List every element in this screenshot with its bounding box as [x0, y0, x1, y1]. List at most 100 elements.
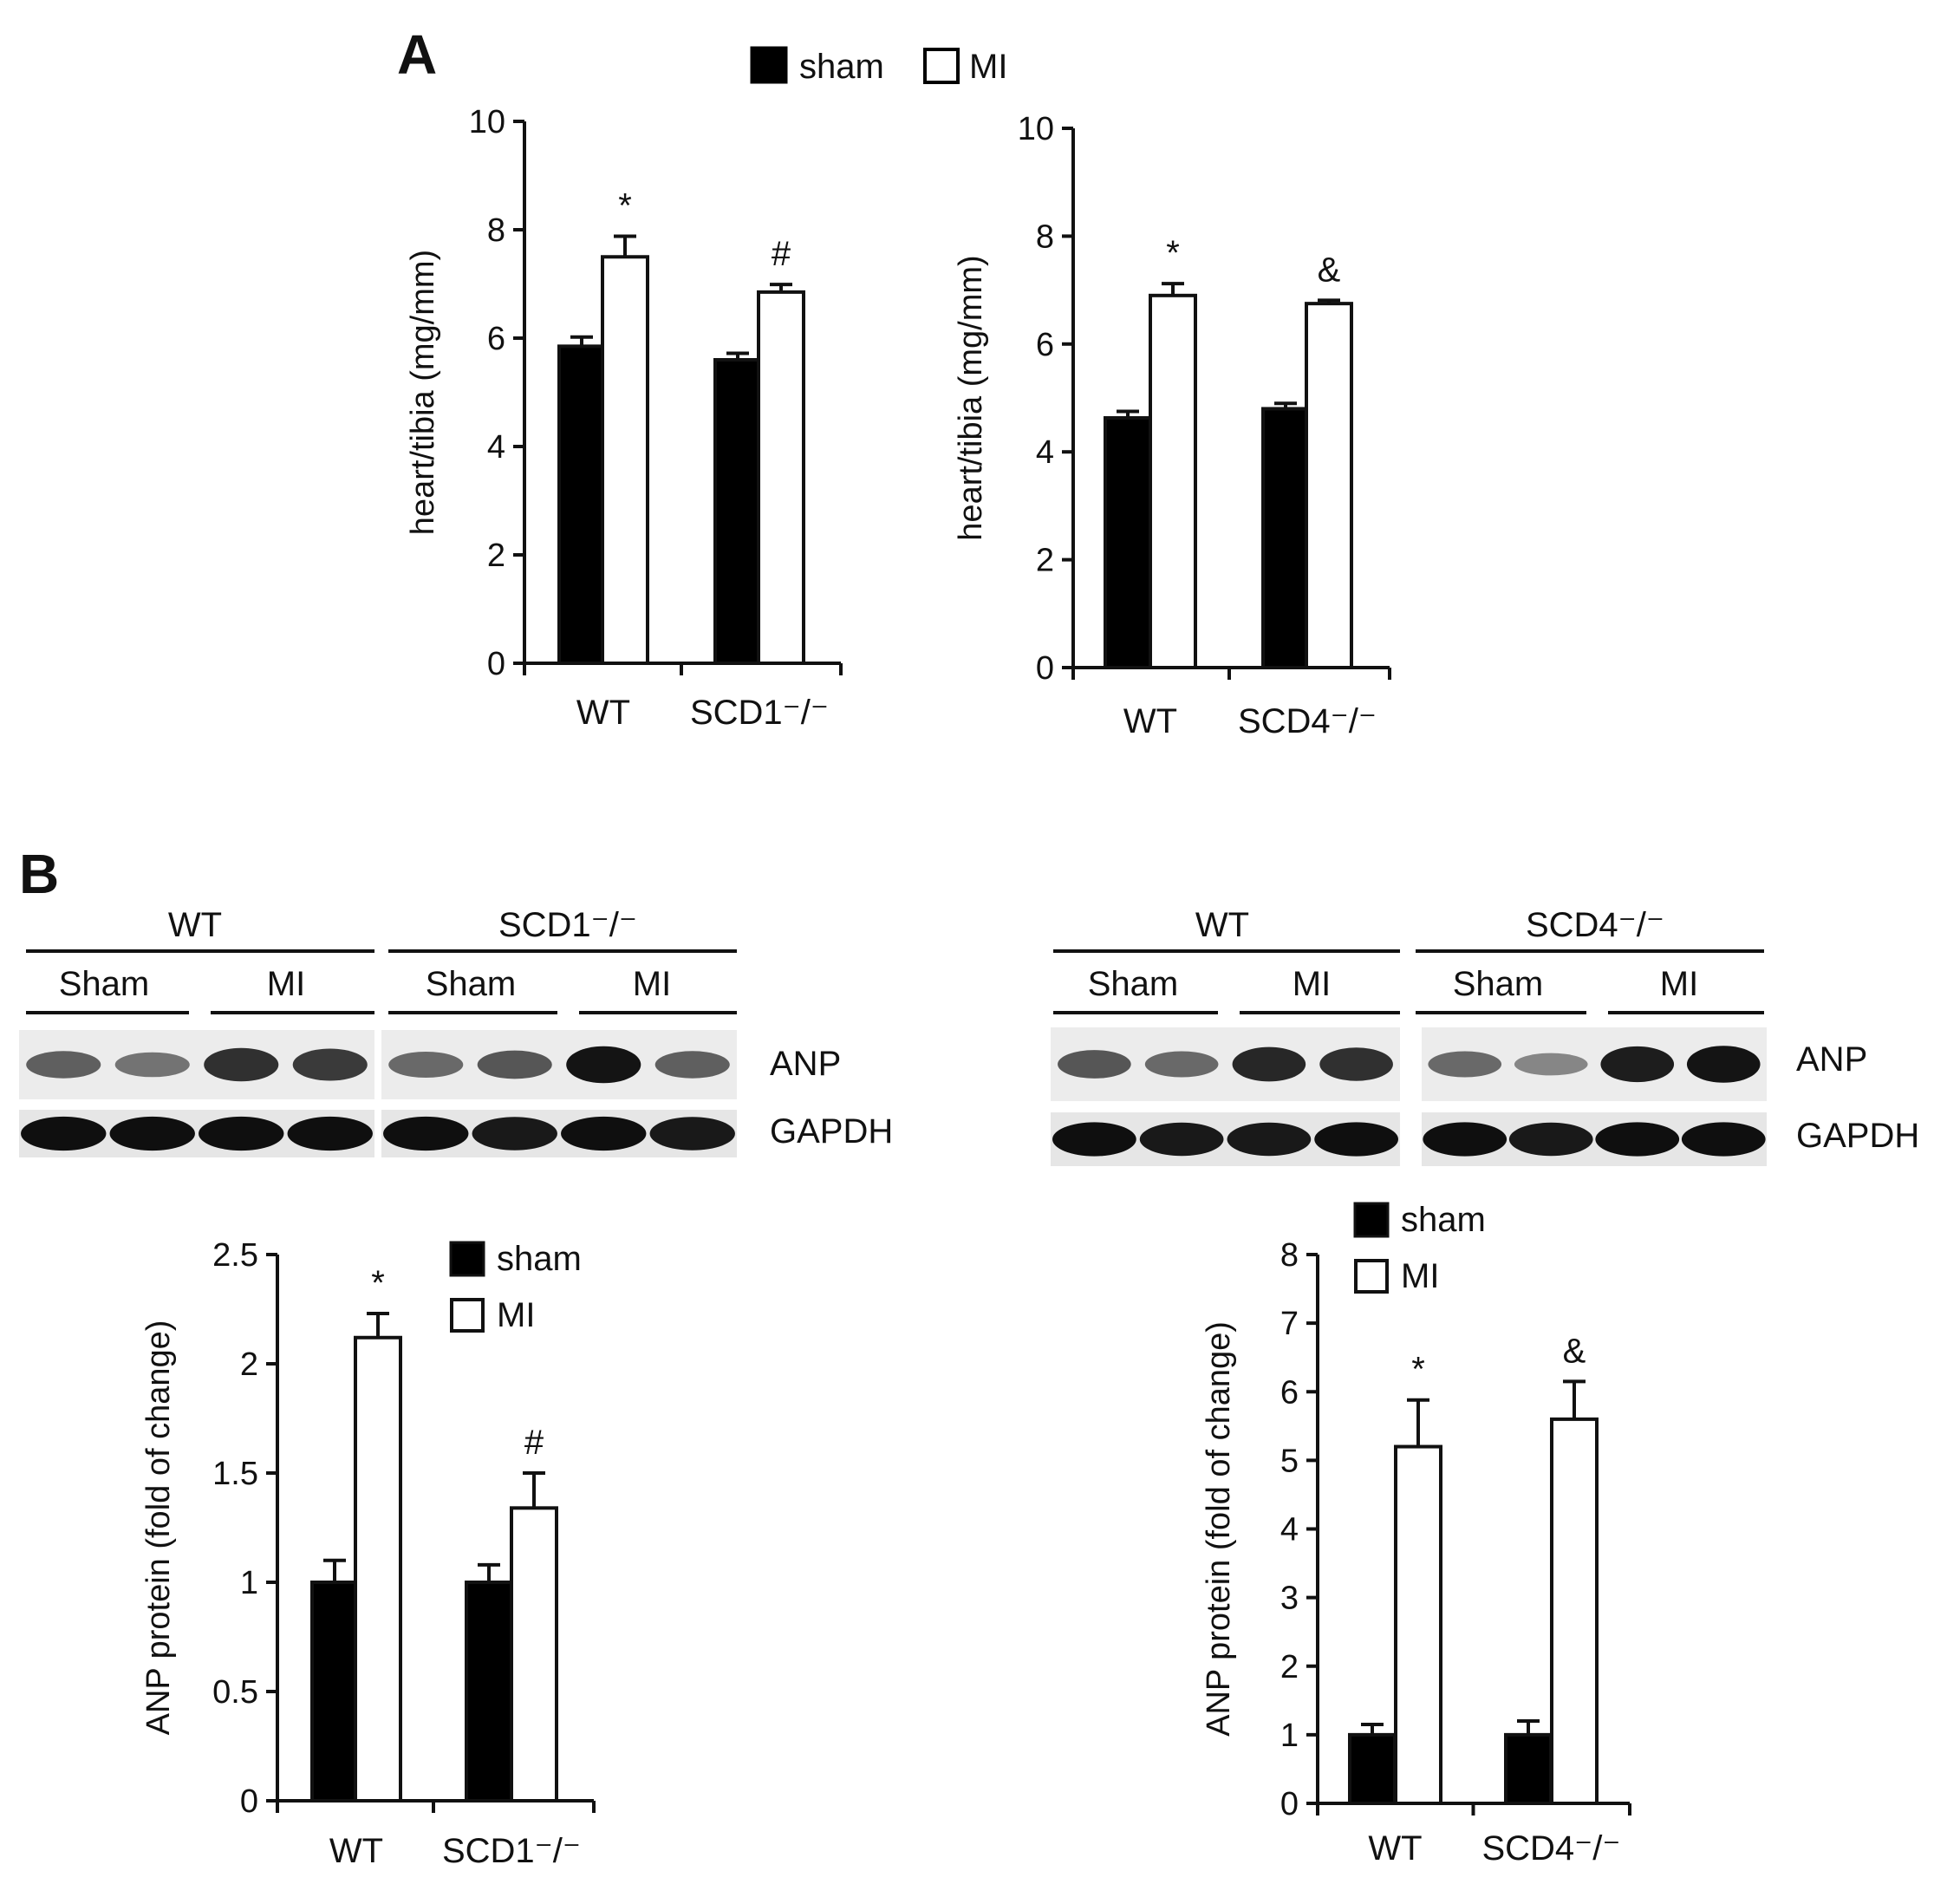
significance-marker: #	[524, 1424, 544, 1462]
bar-mi	[510, 1506, 558, 1803]
blot-subgroup-label: MI	[267, 965, 305, 1003]
blot-band-anp	[1232, 1046, 1306, 1082]
legend-top: sham MI	[750, 46, 1007, 86]
legend-swatch-sham	[750, 46, 788, 84]
blot-band-anp	[1686, 1046, 1761, 1083]
blot-band-gapdh	[1508, 1122, 1593, 1157]
category-label: WT	[1123, 702, 1177, 740]
blot-band-gapdh	[1314, 1122, 1398, 1157]
blot-subgroup-label: Sham	[59, 965, 150, 1003]
significance-marker: #	[772, 235, 791, 273]
y-tick-label: 4	[1036, 434, 1054, 471]
significance-marker: *	[618, 187, 632, 225]
bar-sham	[713, 358, 762, 665]
y-tick-label: 2	[1036, 543, 1054, 579]
blot-subgroup-label: MI	[1293, 965, 1331, 1003]
legend-swatch-mi	[923, 48, 960, 84]
legend-swatch-sham	[449, 1241, 485, 1277]
blot-band-anp	[114, 1052, 190, 1078]
y-tick-label: 3	[1280, 1581, 1299, 1617]
bar-mi	[354, 1335, 402, 1803]
category-label: SCD1⁻/⁻	[442, 1832, 581, 1870]
category-label: WT	[1368, 1829, 1422, 1868]
legend-swatch-mi	[1354, 1259, 1389, 1294]
chart-heart-tibia-scd1: 0 2 4 6 8 10 heart/tibia (mg/mm) * WT # SCD1⁻/⁻	[405, 104, 843, 732]
y-tick-label: 1	[240, 1565, 258, 1601]
y-tick-label: 1	[1280, 1718, 1299, 1754]
bar-sham	[310, 1581, 359, 1803]
blot-band-gapdh	[649, 1117, 735, 1151]
blot-band-anp	[1514, 1053, 1588, 1076]
blot-band-gapdh	[383, 1116, 469, 1151]
y-tick-label: 10	[1018, 111, 1054, 147]
y-axis-label: ANP protein (fold of change)	[140, 1320, 177, 1736]
bar-mi	[757, 290, 805, 665]
y-tick-label: 2	[487, 538, 505, 574]
bar-sham	[1261, 407, 1310, 669]
legend-label-mi: MI	[969, 48, 1007, 86]
blot-band-gapdh	[1423, 1122, 1507, 1157]
y-tick-label: 6	[1280, 1374, 1299, 1411]
significance-marker: *	[1411, 1351, 1425, 1389]
y-tick-label: 0.5	[212, 1674, 258, 1711]
bar-mi	[601, 255, 649, 665]
blot-subgroup-label: MI	[633, 965, 671, 1003]
blot-band-gapdh	[1052, 1122, 1136, 1157]
y-tick-label: 5	[1280, 1443, 1299, 1479]
significance-marker: *	[371, 1264, 385, 1302]
blot-band-gapdh	[199, 1116, 284, 1151]
y-tick-label: 7	[1280, 1306, 1299, 1342]
legend-label-sham: sham	[497, 1240, 582, 1278]
category-label: SCD1⁻/⁻	[690, 694, 829, 732]
blot-band-anp	[1428, 1051, 1502, 1078]
blot-band-anp	[292, 1048, 368, 1081]
blot-row-label-gapdh: GAPDH	[1796, 1117, 1919, 1155]
bar-mi	[1305, 302, 1353, 669]
blot-band-gapdh	[109, 1116, 195, 1151]
blot-band-gapdh	[1139, 1122, 1224, 1157]
blot-band-anp	[566, 1046, 641, 1084]
y-tick-label: 1.5	[212, 1456, 258, 1492]
bar-sham	[557, 344, 606, 665]
panel-label-a: A	[397, 23, 437, 86]
blot-band-anp	[26, 1051, 101, 1079]
legend-swatch-mi	[450, 1298, 485, 1333]
blot-band-gapdh	[1227, 1122, 1312, 1157]
blot-band-gapdh	[561, 1116, 647, 1151]
y-axis-label: heart/tibia (mg/mm)	[953, 255, 989, 540]
chart-anp-protein-scd4: 0 1 2 3 4 5 6 7 8 ANP protein (fold of change) * WT…	[1201, 1201, 1631, 1868]
blot-group-label: WT	[1195, 906, 1249, 944]
blot-band-anp	[1144, 1051, 1219, 1078]
blot-band-anp	[654, 1051, 730, 1079]
bar-mi	[1394, 1444, 1442, 1806]
blot-row-label-anp: ANP	[1796, 1040, 1867, 1079]
bar-sham	[1504, 1732, 1553, 1805]
blot-band-gapdh	[21, 1116, 107, 1151]
bar-mi	[1149, 293, 1197, 669]
significance-marker: &	[1318, 251, 1341, 289]
blot-subgroup-label: Sham	[426, 965, 517, 1003]
bar-sham	[465, 1581, 513, 1803]
y-axis-label: ANP protein (fold of change)	[1201, 1321, 1237, 1737]
y-tick-label: 0	[1280, 1786, 1299, 1822]
bar-sham	[1104, 416, 1152, 669]
category-label: SCD4⁻/⁻	[1238, 702, 1377, 740]
legend-label-mi: MI	[497, 1296, 535, 1334]
blot-band-gapdh	[287, 1116, 373, 1151]
y-tick-label: 6	[1036, 327, 1054, 363]
bar-mi	[1550, 1417, 1599, 1806]
y-tick-label: 10	[469, 104, 505, 140]
panel-label-b: B	[19, 843, 59, 905]
significance-marker: *	[1166, 234, 1180, 272]
western-blot-scd1: WT SCD1⁻/⁻ Sham MI Sham MI ANP GAPDH	[19, 906, 893, 1157]
bar-sham	[1348, 1732, 1397, 1805]
blot-band-gapdh	[1681, 1122, 1766, 1157]
y-tick-label: 6	[487, 321, 505, 357]
legend-label-mi: MI	[1401, 1257, 1439, 1295]
blot-band-anp	[388, 1052, 464, 1078]
legend-label-sham: sham	[799, 48, 884, 86]
blot-subgroup-label: MI	[1660, 965, 1698, 1003]
chart-anp-protein-scd1: 0 0.5 1 1.5 2 2.5 ANP protein (fold of change)…	[140, 1237, 596, 1870]
y-tick-label: 8	[1280, 1237, 1299, 1274]
